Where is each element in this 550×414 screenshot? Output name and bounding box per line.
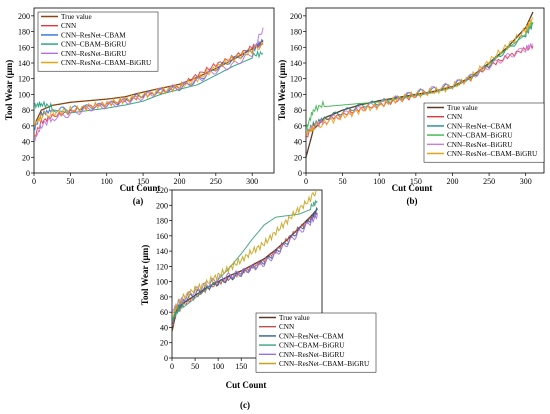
legend-entry: CNN–CBAM–BiGRU — [61, 41, 127, 49]
panel-label: (a) — [133, 196, 144, 206]
y-tick-label: 120 — [290, 75, 302, 84]
x-axis-label: Cut Count — [392, 183, 433, 193]
legend-entry: CNN–ResNet–CBAM–BiGRU — [279, 360, 370, 368]
legend-entry: True value — [279, 314, 310, 322]
x-tick-label: 0 — [304, 177, 308, 186]
y-tick-label: 20 — [294, 153, 302, 162]
x-tick-label: 100 — [373, 177, 385, 186]
y-tick-label: 60 — [294, 122, 302, 131]
series-line-4 — [172, 212, 318, 315]
legend-entry: CNN–ResNet–CBAM — [279, 332, 344, 340]
y-tick-label: 0 — [298, 169, 302, 178]
y-axis-label: Tool Wear (μm) — [277, 60, 287, 120]
y-axis-label: Tool Wear (μm) — [4, 60, 14, 120]
x-tick-label: 100 — [212, 362, 224, 371]
y-tick-label: 200 — [156, 201, 168, 210]
y-tick-label: 100 — [18, 90, 30, 99]
y-tick-label: 60 — [160, 308, 168, 317]
y-tick-label: 80 — [22, 106, 30, 115]
x-tick-label: 300 — [246, 177, 258, 186]
x-axis-label: Cut Count — [226, 380, 267, 390]
y-tick-label: 40 — [160, 323, 168, 332]
legend-box — [37, 11, 159, 72]
legend-entry: CNN–ResNet–CBAM — [61, 31, 126, 39]
y-tick-label: 0 — [26, 169, 30, 178]
y-tick-label: 180 — [290, 28, 302, 37]
y-tick-label: 80 — [294, 106, 302, 115]
x-tick-label: 0 — [170, 362, 174, 371]
legend-entry: CNN–CBAM–BiGRU — [279, 342, 345, 350]
panel-label: (b) — [407, 196, 418, 206]
y-tick-label: 40 — [22, 138, 30, 147]
y-tick-label: 120 — [156, 262, 168, 271]
y-tick-label: 80 — [160, 293, 168, 302]
legend-entry: CNN — [61, 22, 77, 30]
legend-entry: CNN–ResNet–CBAM–BiGRU — [447, 150, 538, 158]
series-line-4 — [34, 27, 264, 142]
panel-label: (c) — [240, 400, 250, 410]
x-tick-label: 150 — [410, 177, 422, 186]
series-line-5 — [34, 41, 264, 126]
y-tick-label: 140 — [18, 59, 30, 68]
x-axis-label: Cut Count — [120, 183, 161, 193]
legend-entry: CNN — [447, 113, 463, 121]
y-tick-label: 200 — [290, 12, 302, 21]
y-axis-label: Tool Wear (μm) — [140, 245, 150, 305]
legend-entry: CNN–ResNet–CBAM–BiGRU — [61, 59, 152, 67]
x-tick-label: 300 — [520, 177, 532, 186]
y-tick-label: 20 — [22, 153, 30, 162]
legend-entry: True value — [447, 104, 478, 112]
y-tick-label: 160 — [156, 232, 168, 241]
series-line-3 — [306, 21, 534, 133]
series-line-2 — [172, 206, 318, 325]
x-tick-label: 200 — [173, 177, 185, 186]
y-tick-label: 220 — [156, 186, 168, 195]
series-line-0 — [34, 40, 264, 127]
legend-entry: CNN — [279, 323, 295, 331]
chart-panel-2: 0501001502002503000204060801001201401601… — [140, 186, 377, 410]
y-tick-label: 100 — [290, 90, 302, 99]
y-tick-label: 40 — [294, 138, 302, 147]
y-tick-label: 140 — [290, 59, 302, 68]
chart-panel-1: 0 50 100 150 200 250 300 0 20 40 60 80 100 120 140 160 1… — [277, 7, 545, 206]
y-tick-label: 20 — [160, 339, 168, 348]
y-tick-label: 0 — [164, 354, 168, 363]
legend-entry: CNN–CBAM–BiGRU — [447, 132, 513, 140]
legend-box — [255, 312, 377, 373]
y-tick-label: 120 — [18, 75, 30, 84]
x-tick-label: 150 — [137, 177, 149, 186]
x-tick-label: 50 — [66, 177, 74, 186]
x-tick-label: 250 — [210, 177, 222, 186]
x-tick-label: 50 — [339, 177, 347, 186]
y-tick-label: 160 — [18, 43, 30, 52]
x-tick-label: 0 — [32, 177, 36, 186]
y-tick-label: 200 — [18, 12, 30, 21]
x-tick-label: 100 — [101, 177, 113, 186]
legend-box — [423, 102, 545, 163]
legend-entry: True value — [61, 13, 92, 21]
y-tick-label: 180 — [156, 217, 168, 226]
y-tick-label: 100 — [156, 278, 168, 287]
x-tick-label: 150 — [235, 362, 247, 371]
x-tick-label: 50 — [191, 362, 199, 371]
y-tick-label: 60 — [22, 122, 30, 131]
y-tick-label: 180 — [18, 28, 30, 37]
chart-panel-0: 0 50 100 150 200 250 300 0 20 40 60 80 100 120 140 160 1… — [4, 7, 275, 206]
legend-entry: CNN–ResNet–CBAM — [447, 122, 512, 130]
series-line-5 — [172, 190, 317, 317]
legend-entry: CNN–ResNet–BiGRU — [61, 50, 127, 58]
y-tick-label: 160 — [290, 43, 302, 52]
series-line-5 — [306, 17, 534, 136]
y-tick-label: 140 — [156, 247, 168, 256]
legend-entry: CNN–ResNet–BiGRU — [447, 141, 513, 149]
x-tick-label: 250 — [483, 177, 495, 186]
x-tick-label: 200 — [446, 177, 458, 186]
legend-entry: CNN–ResNet–BiGRU — [279, 351, 345, 359]
